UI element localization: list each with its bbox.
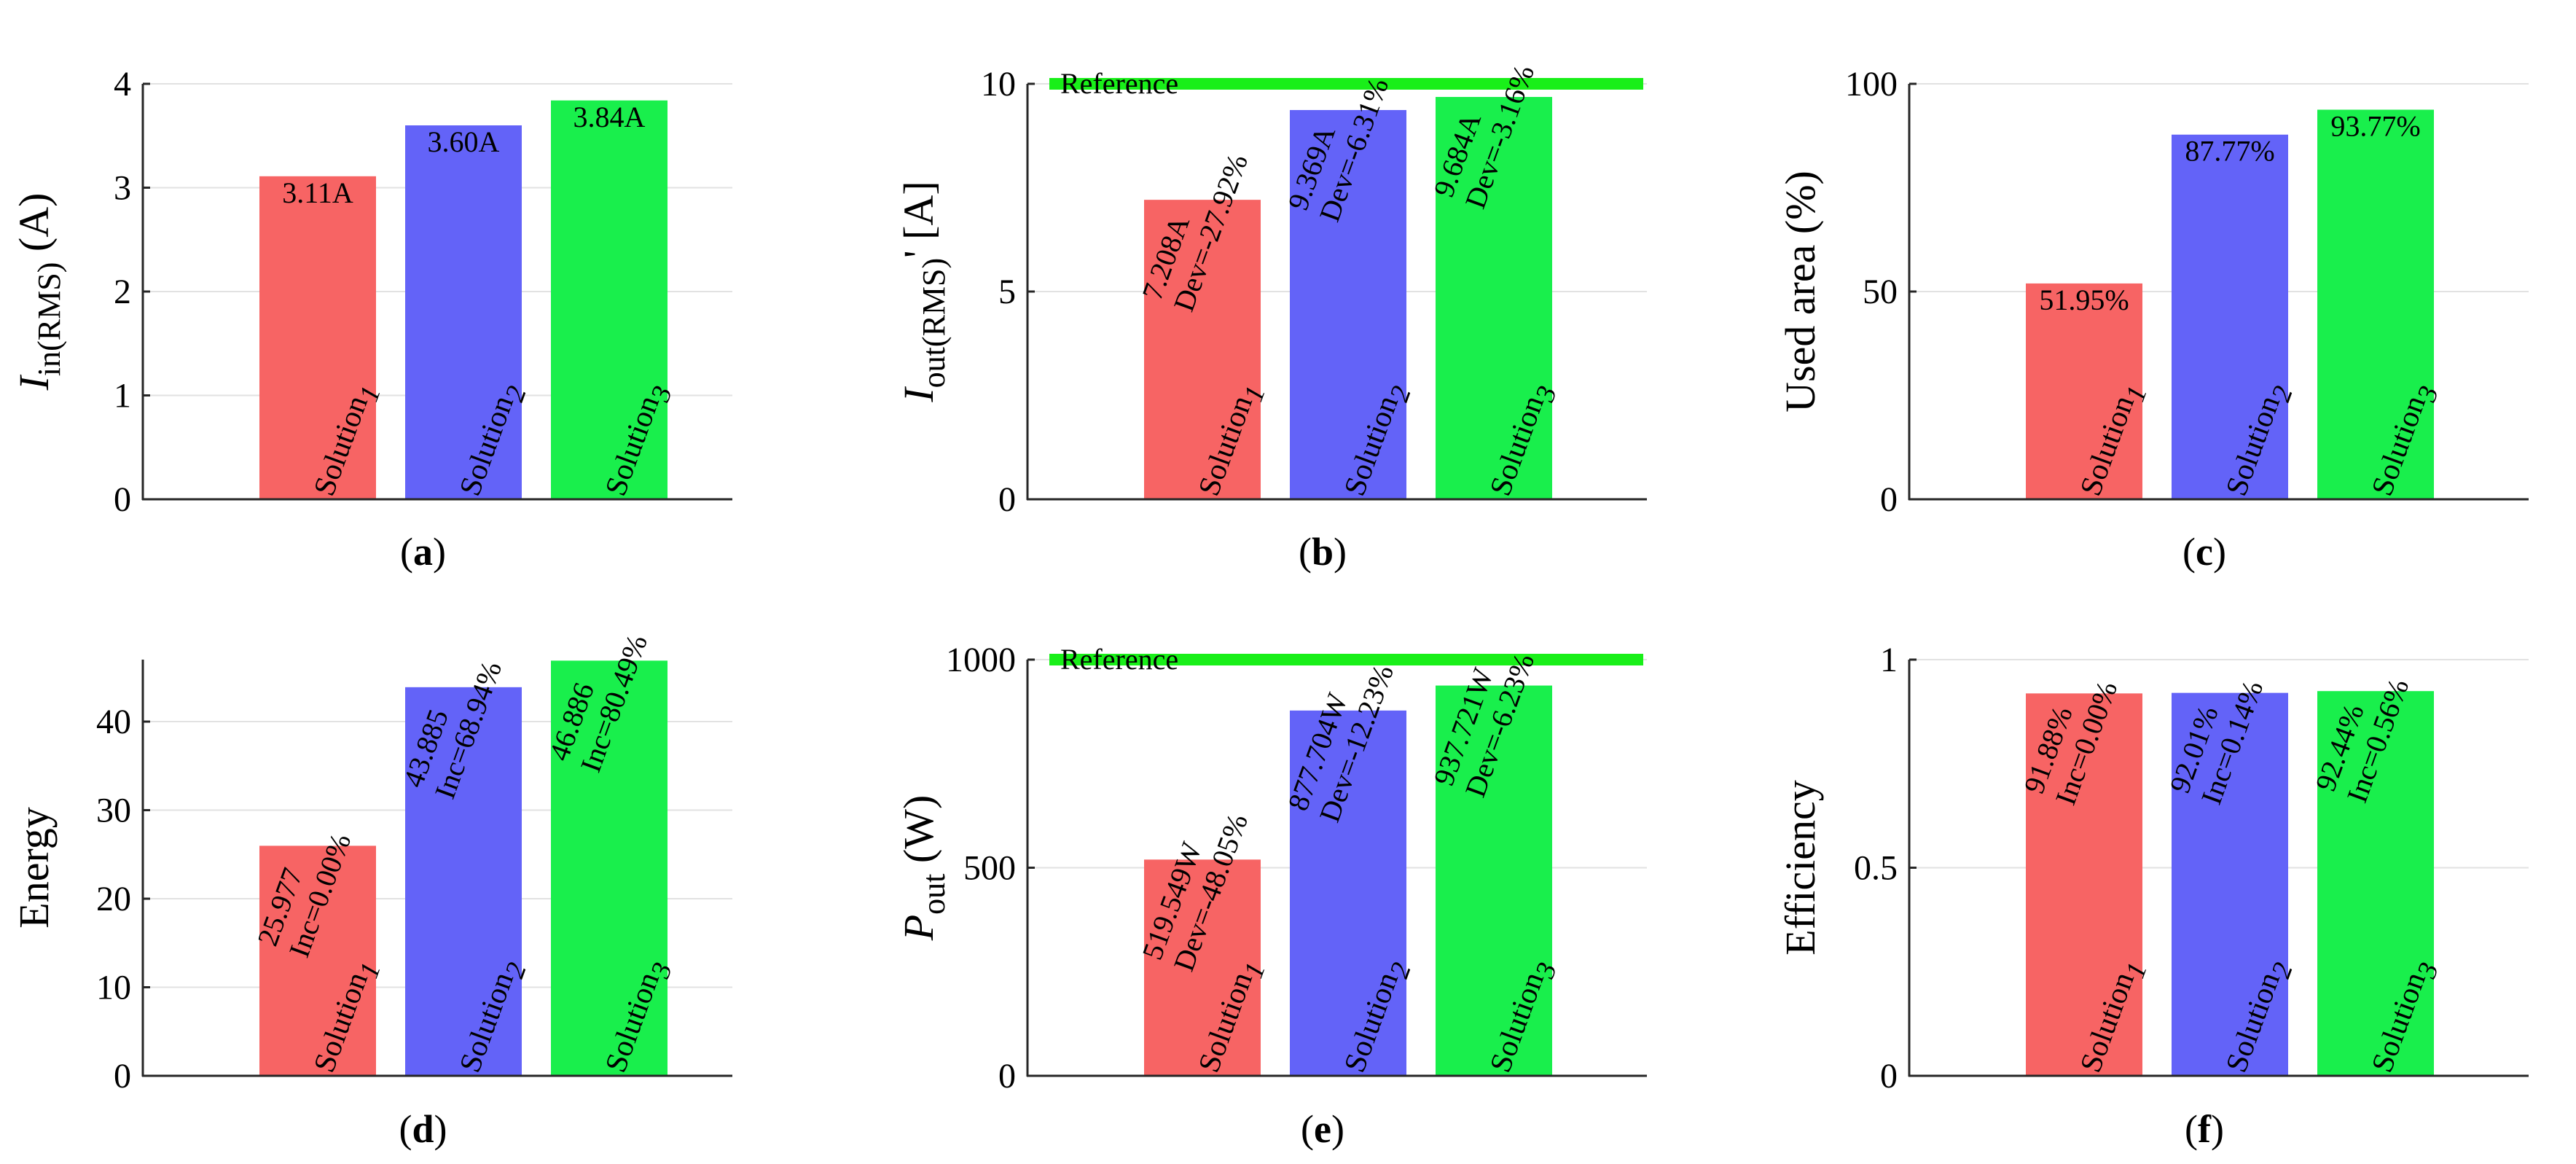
panel-c-value-label-3: 93.77% — [2330, 110, 2420, 143]
panel-e-ylabel: Pout (W) — [895, 795, 952, 942]
panel-e-bar-1 — [1144, 859, 1261, 1076]
panel-e-ytick-label: 1000 — [946, 641, 1016, 679]
panel-d-bar-3 — [551, 660, 668, 1076]
panel-e-bar-3 — [1436, 685, 1552, 1076]
panel-a-ytick-label: 0 — [114, 480, 131, 519]
panel-a-caption: (a) — [400, 530, 446, 574]
panel-f-caption: (f) — [2185, 1107, 2224, 1151]
panel-a-bar-3 — [551, 100, 668, 500]
panel-d-ytick-label: 0 — [114, 1057, 131, 1095]
panel-b-caption: (b) — [1299, 530, 1347, 574]
panel-a-value-label-3: 3.84A — [573, 101, 646, 133]
panel-a-ylabel: Iin(RMS) (A) — [10, 193, 67, 391]
panel-a-ytick-label: 3 — [114, 169, 131, 208]
panel-b-ytick-label: 0 — [998, 480, 1016, 519]
panel-c-ylabel: Used area (%) — [1777, 171, 1824, 413]
panel-a-ytick-label: 2 — [114, 273, 131, 311]
panel-f-ytick-label: 0.5 — [1854, 849, 1898, 888]
panel-f: 00.51EfficiencySolution191.88%Inc=0.00%S… — [1777, 641, 2529, 1151]
panel-f-bar-1 — [2026, 693, 2142, 1076]
panel-a-ytick-label: 4 — [114, 65, 131, 103]
panel-d-ytick-label: 30 — [96, 792, 131, 830]
panel-d: 010203040EnergySolution125.977Inc=0.00%S… — [10, 630, 732, 1151]
panel-c-value-label-2: 87.77% — [2185, 135, 2274, 168]
panel-d-caption: (d) — [399, 1107, 447, 1151]
panel-c-bar-2 — [2172, 134, 2288, 499]
panel-d-ytick-label: 40 — [96, 703, 131, 741]
panel-a-value-label-1: 3.11A — [282, 176, 353, 209]
panel-c-bar-3 — [2317, 109, 2434, 500]
panel-a-bar-2 — [405, 125, 522, 499]
panel-a-ytick-label: 1 — [114, 377, 131, 415]
panel-a-value-label-2: 3.60A — [428, 125, 500, 158]
panel-c-value-label-1: 51.95% — [2039, 284, 2129, 316]
panel-b-reference-label: Reference — [1060, 67, 1178, 100]
panel-c-ytick-label: 0 — [1880, 480, 1898, 519]
panel-e-reference-label: Reference — [1060, 643, 1178, 676]
panel-c-ytick-label: 50 — [1863, 273, 1898, 311]
panel-f-bar-2 — [2172, 692, 2288, 1076]
panel-b-bar-1 — [1144, 200, 1261, 499]
panel-c-ytick-label: 100 — [1845, 65, 1898, 103]
panel-f-bar-3 — [2317, 691, 2434, 1076]
panel-c-caption: (c) — [2182, 530, 2226, 574]
panel-f-ylabel: Efficiency — [1777, 780, 1824, 955]
panel-f-ytick-label: 1 — [1880, 641, 1898, 679]
panel-b-bar-3 — [1436, 97, 1552, 500]
panel-e-ytick-label: 500 — [963, 849, 1016, 888]
panel-d-ylabel: Energy — [10, 807, 58, 928]
panel-f-ytick-label: 0 — [1880, 1057, 1898, 1095]
panel-d-bar-2 — [405, 687, 522, 1076]
panel-c-bar-1 — [2026, 283, 2142, 499]
panel-b-ylabel: Iout(RMS)' [A] — [895, 181, 952, 402]
panel-b-ytick-label: 10 — [981, 65, 1016, 103]
panel-b-bar-2 — [1290, 109, 1406, 500]
panel-b-ytick-label: 5 — [998, 273, 1016, 311]
panel-a-bar-1 — [259, 176, 376, 499]
panel-e-bar-2 — [1290, 710, 1406, 1076]
panel-e-caption: (e) — [1301, 1107, 1344, 1151]
panel-d-ytick-label: 10 — [96, 969, 131, 1007]
panel-d-ytick-label: 20 — [96, 880, 131, 918]
panel-e-ytick-label: 0 — [998, 1057, 1016, 1095]
panel-d-bar-1 — [259, 845, 376, 1076]
